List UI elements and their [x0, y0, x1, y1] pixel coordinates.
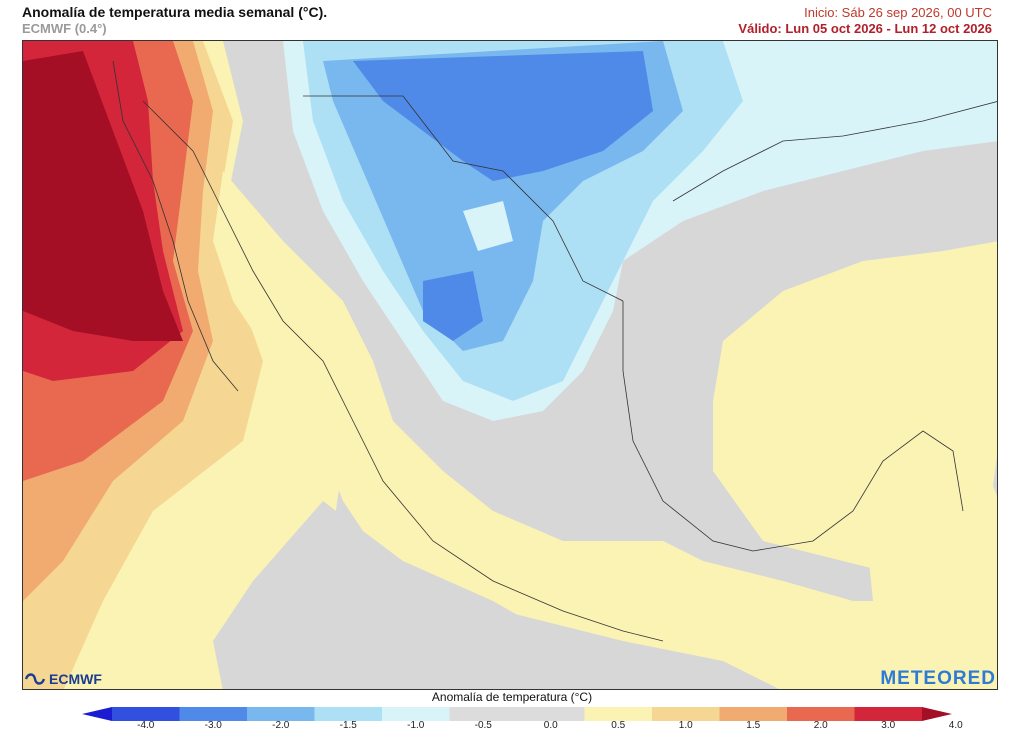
colorbar-tick-label: -0.5 — [474, 720, 492, 731]
colorbar-tick-label: 0.0 — [543, 720, 558, 731]
colorbar-tick-label: 2.0 — [813, 720, 828, 731]
colorbar-segment — [584, 707, 653, 721]
colorbar-tick-label: -2.0 — [272, 720, 290, 731]
colorbar-tick-label: 3.0 — [881, 720, 896, 731]
map-canvas — [23, 41, 997, 689]
colorbar — [82, 707, 952, 721]
colorbar-segment — [787, 707, 855, 721]
colorbar-tick-label: -1.0 — [407, 720, 425, 731]
colorbar-tick-label: 0.5 — [611, 720, 626, 731]
coastlines — [112, 60, 997, 642]
model-label: ECMWF (0.4°) — [22, 21, 107, 36]
colorbar-extend-high — [922, 707, 952, 721]
colorbar-segment — [854, 707, 923, 721]
northern-cold-anomaly — [283, 41, 997, 421]
colorbar-segment — [314, 707, 383, 721]
map-title: Anomalía de temperatura media semanal (°… — [22, 4, 328, 20]
temperature-anomaly-map — [22, 40, 998, 690]
ecmwf-logo: ECMWF — [24, 671, 102, 687]
colorbar-segment — [652, 707, 720, 721]
colorbar-segment — [382, 707, 450, 721]
colorbar-tick-label: 1.0 — [678, 720, 693, 731]
colorbar-segment — [517, 707, 585, 721]
init-time: Inicio: Sáb 26 sep 2026, 00 UTC — [804, 5, 992, 20]
colorbar-segment — [449, 707, 518, 721]
meteored-logo: METEORED — [880, 668, 996, 689]
valid-period: Válido: Lun 05 oct 2026 - Lun 12 oct 202… — [738, 21, 992, 36]
colorbar-tick-label: 4.0 — [948, 720, 963, 731]
pacific-warm-anomaly — [23, 41, 343, 689]
colorbar-extend-low — [82, 707, 112, 721]
colorbar-tick-label: -1.5 — [339, 720, 357, 731]
colorbar-tick-label: -4.0 — [137, 720, 155, 731]
colorbar-segment — [112, 707, 180, 721]
pacific-neutral — [213, 501, 643, 689]
colorbar-title: Anomalía de temperatura (°C) — [431, 690, 593, 704]
ecmwf-logo-text: ECMWF — [49, 671, 102, 687]
colorbar-tick-label: -3.0 — [204, 720, 222, 731]
ecmwf-swirl-icon — [24, 673, 46, 685]
colorbar-segment — [179, 707, 248, 721]
colorbar-segment — [247, 707, 315, 721]
yucatan-warm — [863, 421, 997, 641]
colorbar-tick-label: 1.5 — [746, 720, 761, 731]
mexico-mainland-warm — [213, 171, 997, 689]
colorbar-segment — [719, 707, 788, 721]
